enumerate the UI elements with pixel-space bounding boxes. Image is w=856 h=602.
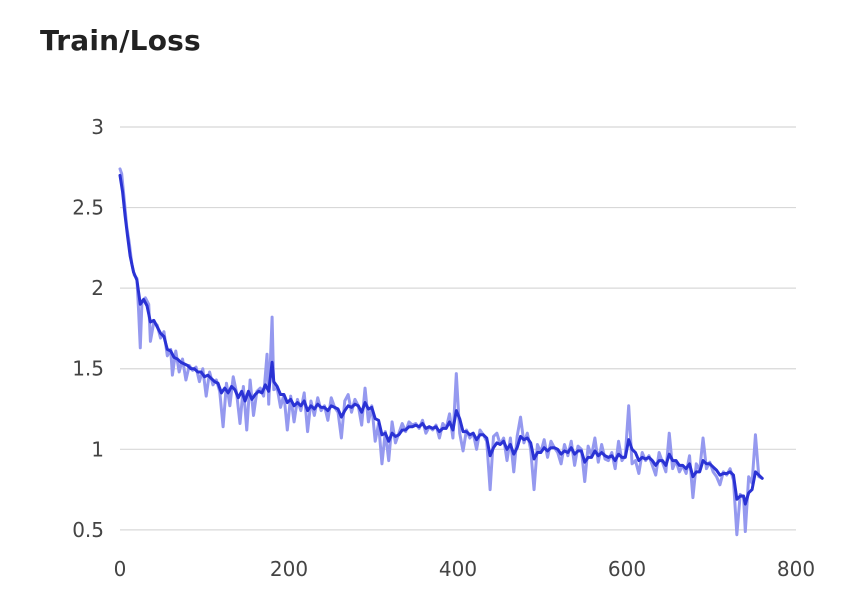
smoothed-loss-line <box>118 173 764 506</box>
x-tick-label-3: 600 <box>608 557 646 581</box>
series-layer <box>118 167 764 537</box>
x-tick-label-4: 800 <box>777 557 815 581</box>
x-tick-label-2: 400 <box>439 557 477 581</box>
y-tick-label-5: 3 <box>91 115 104 139</box>
grid-layer <box>120 126 796 531</box>
y-tick-label-0: 0.5 <box>72 518 104 542</box>
x-tick-label-0: 0 <box>114 557 127 581</box>
y-tick-label-1: 1 <box>91 437 104 461</box>
x-tick-label-1: 200 <box>270 557 308 581</box>
y-tick-label-2: 1.5 <box>72 357 104 381</box>
chart-title: Train/Loss <box>40 24 201 57</box>
tick-layer: 0.5 1 1.5 2 2.5 3 0 200 400 600 800 <box>72 115 815 581</box>
y-tick-label-3: 2 <box>91 276 104 300</box>
raw-loss-line <box>118 167 764 537</box>
y-tick-label-4: 2.5 <box>72 196 104 220</box>
